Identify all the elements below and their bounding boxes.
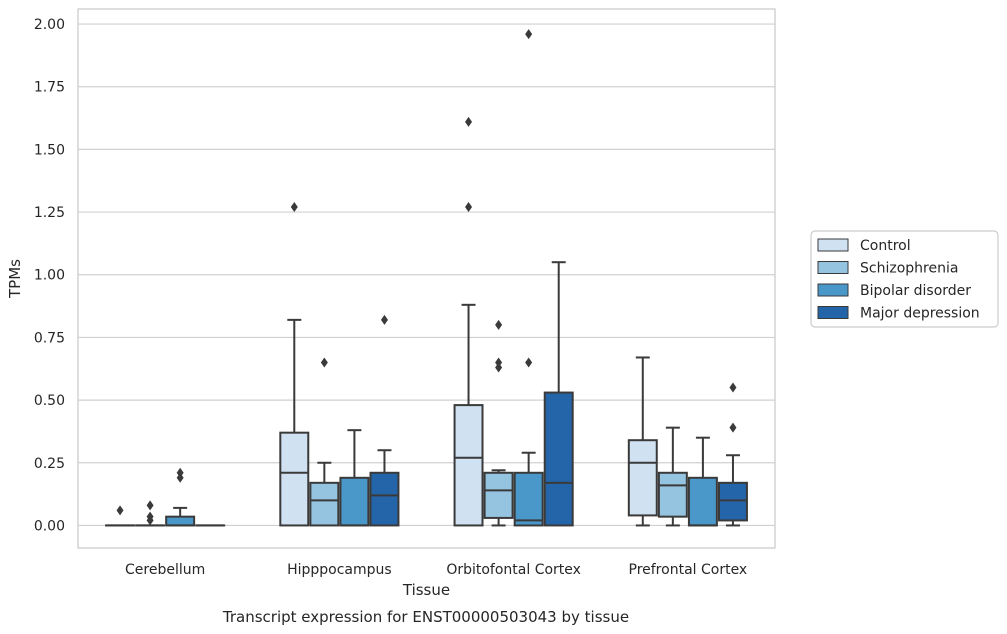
- outlier-point: [146, 500, 154, 511]
- box-schizophrenia: [657, 426, 688, 527]
- box-major-depression: [369, 314, 400, 527]
- box-bipolar-disorder: [165, 467, 196, 527]
- outlier-point: [465, 202, 473, 213]
- outlier-point: [146, 511, 154, 522]
- iqr-box: [483, 471, 514, 519]
- box-control: [105, 505, 136, 527]
- iqr-box: [627, 439, 658, 517]
- box-control: [453, 116, 484, 527]
- y-tick-label: 0.50: [34, 393, 65, 409]
- outlier-point: [380, 314, 388, 325]
- outlier-point: [465, 116, 473, 127]
- legend: Control Schizophrenia Bipolar disorder Majo…: [810, 230, 999, 328]
- box-major-depression: [543, 261, 574, 527]
- x-axis-title: Tissue: [402, 581, 450, 599]
- legend-label: Control: [860, 238, 911, 254]
- legend-swatch: [817, 261, 849, 274]
- legend-swatch: [817, 238, 849, 252]
- y-tick-label: 0.75: [34, 330, 65, 346]
- box-major-depression: [717, 382, 748, 527]
- iqr-box: [717, 481, 748, 522]
- outlier-point: [290, 202, 298, 213]
- y-tick-label: 0.00: [34, 518, 65, 534]
- outlier-point: [525, 29, 533, 40]
- x-tick-label: Orbitofontal Cortex: [446, 562, 581, 578]
- box-control: [279, 202, 310, 527]
- box-schizophrenia: [483, 319, 514, 527]
- iqr-box: [543, 391, 574, 527]
- iqr-box: [453, 404, 484, 527]
- iqr-box: [165, 515, 196, 527]
- x-tick-label: Cerebellum: [125, 562, 205, 578]
- outlier-point: [176, 472, 184, 483]
- legend-frame: [810, 230, 999, 328]
- legend-label: Major depression: [860, 306, 980, 322]
- y-tick-label: 1.50: [34, 142, 65, 158]
- outlier-point: [320, 357, 328, 368]
- outlier-point: [176, 467, 184, 478]
- iqr-box: [657, 471, 688, 518]
- outlier-point: [116, 505, 124, 516]
- outlier-point: [729, 382, 737, 393]
- box-bipolar-disorder: [513, 29, 544, 527]
- y-tick-label: 1.25: [34, 205, 65, 221]
- x-tick-label: Hipppocampus: [287, 562, 392, 578]
- iqr-box: [369, 471, 400, 527]
- y-tick-label: 1.75: [34, 80, 65, 96]
- y-tick-label: 0.25: [34, 456, 65, 472]
- box-control: [627, 356, 658, 527]
- legend-label: Schizophrenia: [860, 261, 958, 277]
- legend-label: Bipolar disorder: [860, 283, 971, 299]
- iqr-box: [279, 431, 310, 527]
- outlier-point: [495, 319, 503, 330]
- legend-swatch: [817, 306, 849, 319]
- y-tick-label: 1.00: [34, 268, 65, 284]
- x-tick-label: Prefrontal Cortex: [629, 562, 748, 578]
- outlier-point: [729, 422, 737, 433]
- outlier-point: [495, 357, 503, 368]
- outlier-point: [525, 357, 533, 368]
- legend-swatch: [817, 283, 849, 297]
- iqr-box: [309, 481, 340, 527]
- box-bipolar-disorder: [339, 429, 370, 527]
- y-axis-title: TPMs: [6, 259, 24, 299]
- outlier-point: [495, 362, 503, 373]
- box-schizophrenia: [135, 500, 166, 527]
- y-tick-label: 2.00: [34, 17, 65, 33]
- iqr-box: [339, 476, 370, 527]
- iqr-box: [687, 476, 718, 527]
- iqr-box: [513, 471, 544, 527]
- box-schizophrenia: [309, 357, 340, 527]
- chart-caption: Transcript expression for ENST0000050304…: [222, 608, 629, 626]
- plot-frame: [77, 8, 776, 549]
- box-bipolar-disorder: [687, 436, 718, 527]
